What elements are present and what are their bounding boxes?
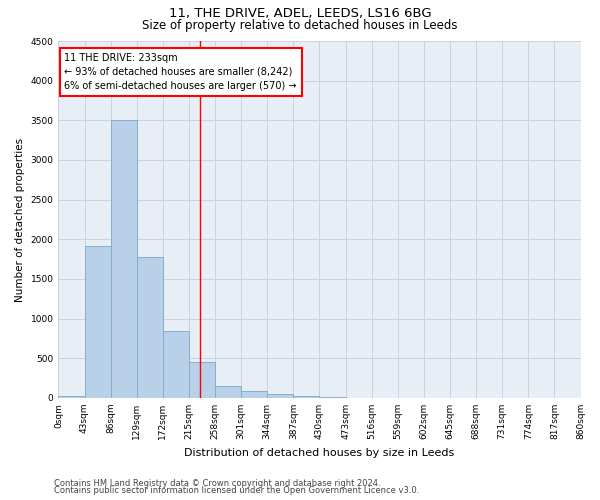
Bar <box>215 386 241 398</box>
Bar <box>189 362 215 398</box>
Bar <box>137 256 163 398</box>
Text: Contains HM Land Registry data © Crown copyright and database right 2024.: Contains HM Land Registry data © Crown c… <box>54 478 380 488</box>
Bar <box>241 391 267 398</box>
Y-axis label: Number of detached properties: Number of detached properties <box>15 138 25 302</box>
Text: Contains public sector information licensed under the Open Government Licence v3: Contains public sector information licen… <box>54 486 419 495</box>
X-axis label: Distribution of detached houses by size in Leeds: Distribution of detached houses by size … <box>184 448 455 458</box>
Bar <box>163 330 189 398</box>
Text: 11, THE DRIVE, ADEL, LEEDS, LS16 6BG: 11, THE DRIVE, ADEL, LEEDS, LS16 6BG <box>169 8 431 20</box>
Bar <box>319 396 346 398</box>
Bar <box>85 246 110 398</box>
Text: 11 THE DRIVE: 233sqm
← 93% of detached houses are smaller (8,242)
6% of semi-det: 11 THE DRIVE: 233sqm ← 93% of detached h… <box>64 53 297 91</box>
Text: Size of property relative to detached houses in Leeds: Size of property relative to detached ho… <box>142 18 458 32</box>
Bar <box>58 396 85 398</box>
Bar <box>110 120 137 398</box>
Bar <box>267 394 293 398</box>
Bar <box>293 396 319 398</box>
